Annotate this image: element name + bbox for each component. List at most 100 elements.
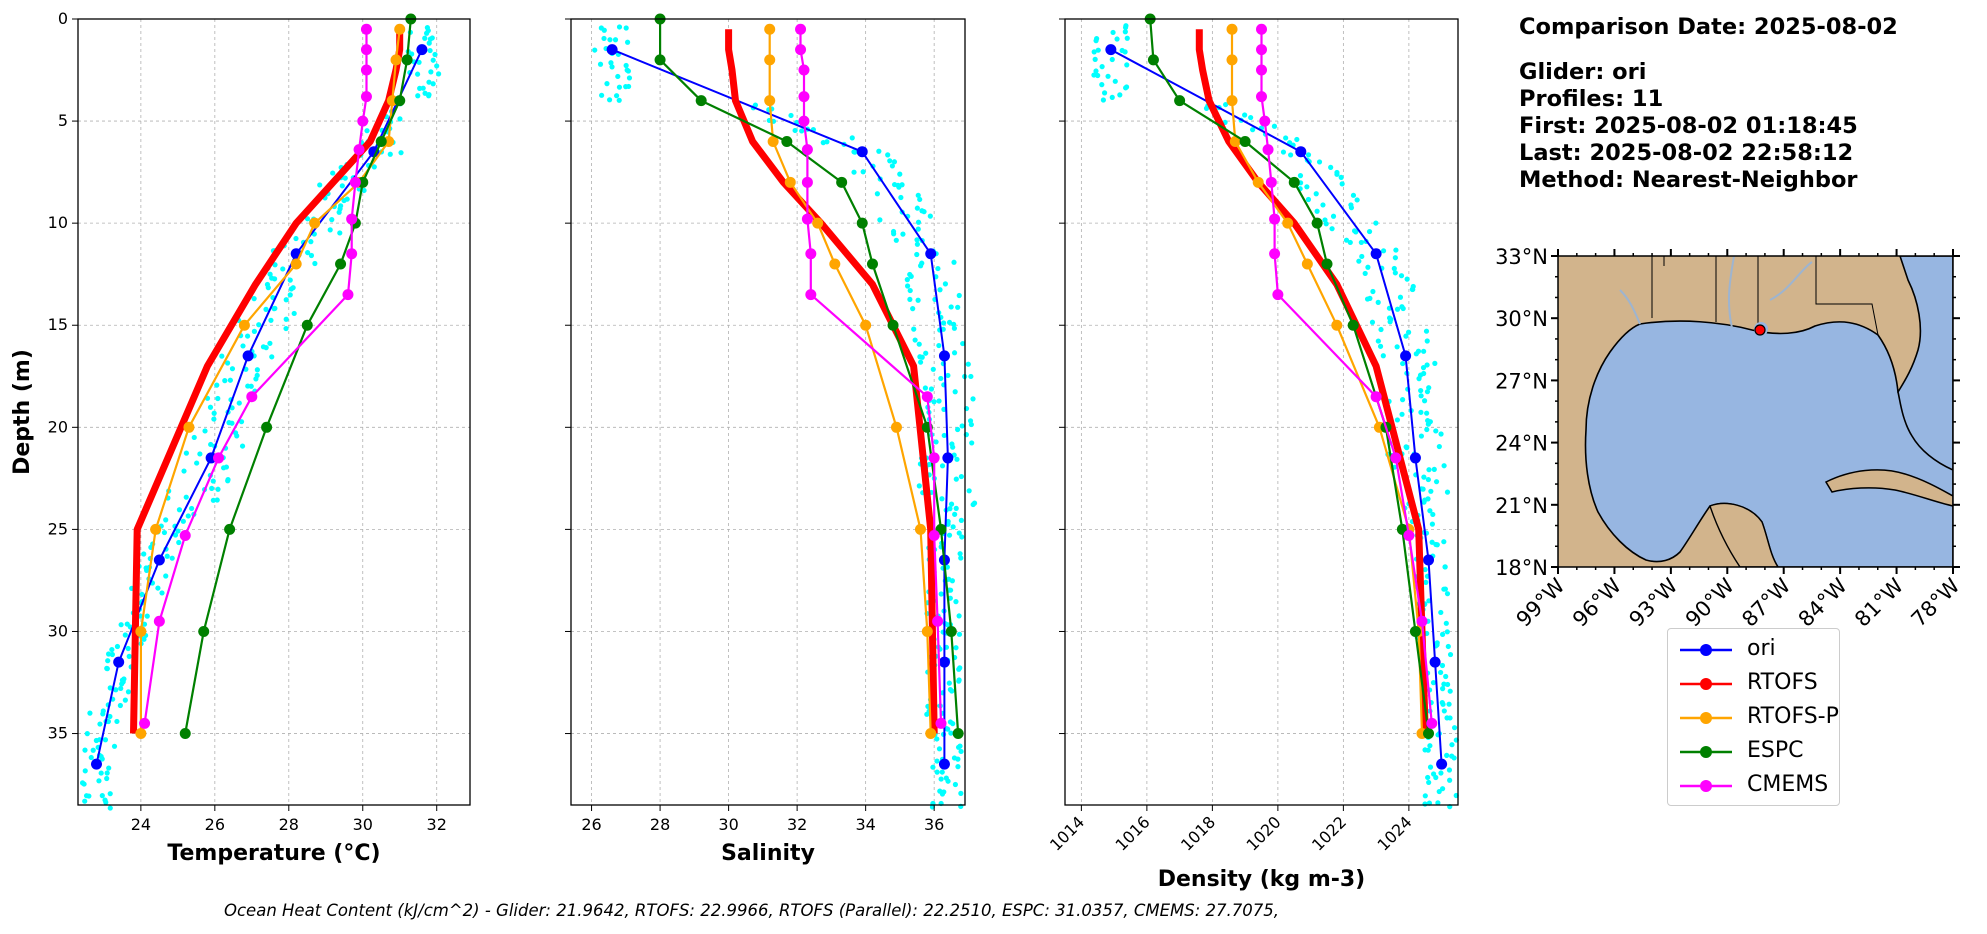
- glider-profile-point: [428, 69, 434, 75]
- series-cmems-point: [805, 289, 817, 301]
- glider-profile-point: [426, 40, 432, 46]
- glider-profile-point: [1424, 338, 1430, 344]
- glider-profile-point: [936, 398, 942, 404]
- glider-profile-point: [1283, 135, 1289, 141]
- glider-profile-point: [917, 196, 923, 203]
- glider-profile-point: [889, 163, 895, 169]
- glider-profile-point: [1362, 270, 1368, 277]
- glider-profile-point: [1288, 152, 1294, 158]
- glider-profile-point: [1438, 669, 1444, 676]
- glider-profile-point: [104, 770, 110, 776]
- glider-profile-point: [416, 59, 422, 65]
- glider-profile-point: [938, 375, 944, 382]
- glider-profile-point: [1114, 36, 1120, 42]
- panel-density: 1014 1016 1018 1020 1022 1024 Density (kg m-3): [1046, 13, 1459, 892]
- glider-profile-point: [952, 511, 958, 517]
- glider-profile-point: [946, 680, 952, 686]
- series-cmems-point: [1269, 213, 1281, 225]
- glider-profile-point: [239, 443, 246, 449]
- glider-profile-point: [893, 237, 899, 243]
- glider-profile-point: [240, 343, 246, 349]
- glider-profile-point: [97, 721, 103, 727]
- glider-profile-point: [820, 140, 826, 146]
- y-axis-label: Depth (m): [10, 349, 35, 475]
- glider-profile-point: [88, 754, 94, 761]
- glider-profile-point: [371, 164, 377, 170]
- glider-profile-point: [1099, 82, 1105, 88]
- glider-profile-point: [86, 793, 92, 799]
- glider-profile-point: [1424, 410, 1430, 416]
- glider-profile-point: [1391, 265, 1397, 272]
- glider-profile-point: [958, 473, 964, 480]
- glider-profile-point: [283, 297, 289, 303]
- series-cmems-point: [1416, 615, 1428, 627]
- series-cmems-point: [932, 615, 944, 627]
- glider-profile-point: [109, 646, 115, 653]
- glider-profile-point: [1375, 299, 1381, 305]
- series-rtofs-p-point: [764, 54, 776, 66]
- series-cmems-point: [1256, 23, 1267, 35]
- glider-profile-point: [102, 737, 109, 743]
- glider-profile-point: [1394, 306, 1401, 312]
- panel-temperature: 24 26 28 30 32 0 5 10 15 20 25 30 35 Temperature (°C): [48, 9, 471, 866]
- glider-profile-point: [272, 262, 278, 268]
- glider-profile-point: [234, 433, 240, 439]
- glider-profile-point: [1353, 229, 1359, 235]
- series-cmems-point: [349, 176, 361, 188]
- series-ori-point: [242, 350, 254, 362]
- glider-profile-point: [90, 747, 96, 753]
- map-lat-label: 24°N: [1495, 432, 1548, 456]
- glider-profile-point: [904, 283, 911, 289]
- glider-profile-point: [915, 226, 921, 232]
- series-cmems-point: [346, 213, 358, 225]
- glider-profile-point: [1105, 73, 1111, 79]
- glider-profile-point: [953, 645, 959, 651]
- series-cmems-point: [1370, 391, 1382, 403]
- glider-profile-point: [942, 281, 949, 287]
- glider-profile-point: [1334, 171, 1340, 177]
- glider-profile-point: [426, 91, 432, 98]
- glider-profile-point: [1375, 338, 1381, 344]
- glider-profile-point: [946, 319, 953, 326]
- glider-profile-point: [956, 613, 962, 619]
- glider-profile-point: [280, 266, 286, 272]
- series-espc-point: [375, 135, 387, 147]
- glider-profile-point: [918, 263, 924, 269]
- series-ori-point: [1295, 146, 1307, 158]
- glider-profile-point: [139, 591, 145, 598]
- glider-profile-point: [956, 292, 962, 299]
- x-tick-label: 1014: [1046, 812, 1088, 854]
- glider-profile-point: [788, 112, 794, 119]
- glider-profile-point: [114, 718, 120, 725]
- glider-profile-point: [1373, 220, 1379, 226]
- glider-profile-point: [122, 697, 128, 703]
- series-ori-point: [368, 146, 380, 158]
- glider-profile-point: [915, 192, 921, 198]
- glider-profile-point: [122, 632, 128, 638]
- glider-profile-point: [82, 768, 88, 774]
- series-cmems-line: [1260, 29, 1433, 724]
- series-cmems-point: [921, 391, 933, 403]
- glider-profile-point: [176, 507, 183, 513]
- glider-profile-point: [1271, 123, 1278, 129]
- rivers: [1619, 256, 1813, 329]
- series-espc-point: [1321, 258, 1333, 270]
- glider-profile-point: [344, 196, 350, 202]
- glider-profile-point: [161, 529, 168, 536]
- glider-profile-point: [291, 310, 297, 317]
- glider-profile-point: [1099, 64, 1105, 70]
- glider-profile-point: [626, 75, 633, 81]
- series-ori-point: [113, 656, 125, 668]
- glider-profile-point: [1347, 239, 1353, 246]
- glider-profile-point: [950, 524, 956, 530]
- map-lat-label: 30°N: [1495, 307, 1548, 331]
- glider-profile-point: [194, 460, 200, 466]
- series-cmems-point: [360, 91, 372, 103]
- series-rtofs-p-point: [914, 523, 926, 535]
- glider-profile-point: [1425, 774, 1431, 781]
- state-borders: [1651, 256, 1879, 336]
- glider-profile-point: [118, 622, 124, 628]
- glider-profile-point: [236, 400, 242, 406]
- glider-profile-point: [1388, 316, 1394, 322]
- glider-profile-point: [933, 439, 939, 445]
